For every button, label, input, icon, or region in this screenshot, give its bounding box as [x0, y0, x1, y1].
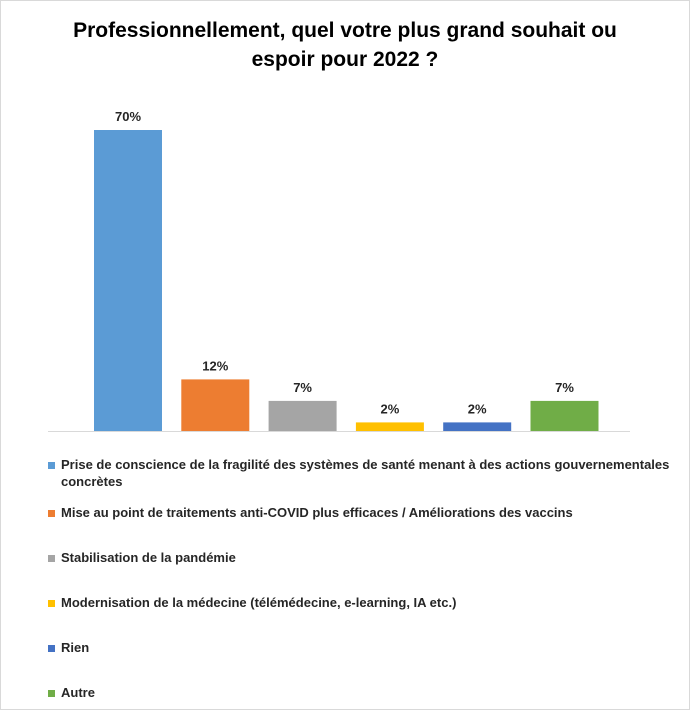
- bar-3: [268, 400, 337, 431]
- legend-item-3: Stabilisation de la pandémie: [48, 549, 678, 566]
- bar-4: [355, 422, 424, 431]
- legend-label: Mise au point de traitements anti-COVID …: [61, 505, 573, 520]
- legend-swatch: [48, 600, 55, 607]
- legend-label: Prise de conscience de la fragilité des …: [61, 457, 670, 489]
- legend-label: Rien: [61, 640, 90, 655]
- chart-legend: Prise de conscience de la fragilité des …: [48, 456, 678, 701]
- data-label-3: 7%: [293, 380, 312, 395]
- legend-item-6: Autre: [48, 684, 678, 701]
- legend-swatch: [48, 555, 55, 562]
- bar-1: [94, 130, 162, 431]
- legend-label: Stabilisation de la pandémie: [61, 550, 236, 565]
- data-label-2: 12%: [202, 358, 228, 373]
- data-label-1: 70%: [115, 109, 141, 124]
- legend-item-1: Prise de conscience de la fragilité des …: [48, 456, 678, 490]
- bar-6: [530, 400, 599, 431]
- legend-item-5: Rien: [48, 639, 678, 656]
- data-label-5: 2%: [468, 401, 487, 416]
- legend-label: Modernisation de la médecine (télémédeci…: [61, 595, 457, 610]
- legend-swatch: [48, 690, 55, 697]
- legend-label: Autre: [61, 685, 95, 700]
- data-label-4: 2%: [381, 401, 400, 416]
- chart-title: Professionnellement, quel votre plus gra…: [73, 19, 617, 71]
- legend-item-2: Mise au point de traitements anti-COVID …: [48, 504, 678, 521]
- bar-2: [181, 379, 250, 431]
- bar-5: [443, 422, 512, 431]
- legend-swatch: [48, 645, 55, 652]
- legend-swatch: [48, 510, 55, 517]
- legend-item-4: Modernisation de la médecine (télémédeci…: [48, 594, 678, 611]
- legend-swatch: [48, 462, 55, 469]
- chart-plot: 70% 12% 7% 2% 2% 7%: [48, 109, 630, 432]
- data-label-6: 7%: [555, 380, 574, 395]
